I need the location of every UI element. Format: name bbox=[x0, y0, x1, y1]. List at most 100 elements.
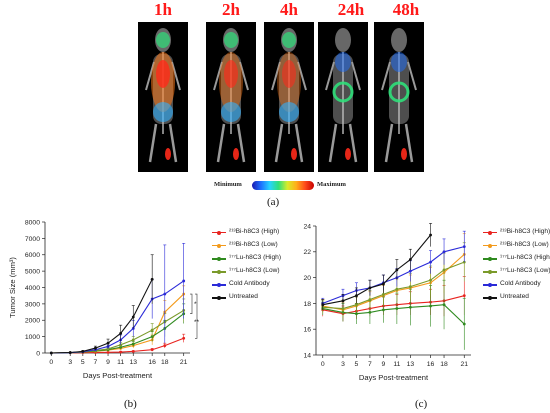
timepoint-label: 48h bbox=[392, 0, 420, 19]
spect-ct-scan bbox=[206, 22, 256, 172]
timepoint-label: 2h bbox=[222, 0, 240, 19]
data-point bbox=[429, 278, 432, 282]
y-tick-label: 2000 bbox=[25, 318, 40, 325]
y-tick-label: 22 bbox=[303, 249, 311, 256]
data-point bbox=[442, 303, 446, 307]
legend-label: ²¹³Bi-h8C3 (Low) bbox=[500, 241, 549, 249]
data-point bbox=[368, 298, 372, 301]
y-tick-label: 7000 bbox=[25, 236, 40, 243]
data-point bbox=[163, 344, 167, 348]
series-line bbox=[322, 261, 465, 310]
y-tick-label: 5000 bbox=[25, 269, 40, 276]
data-point bbox=[94, 346, 97, 350]
legend-label: ²¹³Bi-h8C3 (High) bbox=[500, 228, 550, 235]
data-point bbox=[355, 312, 358, 316]
y-tick-label: 20 bbox=[303, 275, 311, 282]
data-point bbox=[408, 285, 412, 289]
x-tick-label: 7 bbox=[94, 359, 98, 366]
x-tick-label: 18 bbox=[440, 361, 448, 368]
x-tick-label: 11 bbox=[117, 359, 124, 366]
data-point bbox=[442, 250, 446, 254]
timepoint-label: 1h bbox=[154, 0, 172, 19]
legend-label: ¹⁷⁷Lu-h8C3 (Low) bbox=[229, 267, 280, 275]
data-point bbox=[429, 260, 432, 264]
tumor-size-chart: 0 3 5 7 9 11 13 16 18 21 0 1000 2000 3000 4000 5000 6000… bbox=[8, 219, 200, 380]
legend-swatch bbox=[212, 230, 226, 236]
data-point bbox=[119, 343, 123, 347]
data-point bbox=[131, 349, 135, 353]
weight-chart: 0 3 5 7 9 11 13 16 18 21 14 16 18 20 22 24 Days Post-tre… bbox=[303, 223, 471, 382]
y-tick-label: 18 bbox=[303, 301, 311, 308]
x-axis-title: Days Post-treatment bbox=[359, 373, 429, 382]
data-point bbox=[395, 287, 399, 291]
data-point bbox=[119, 345, 123, 349]
data-point bbox=[150, 328, 154, 332]
y-tick-label: 1000 bbox=[25, 334, 40, 341]
x-tick-label: 3 bbox=[68, 359, 72, 366]
y-tick-label: 16 bbox=[303, 327, 311, 334]
spect-ct-scan bbox=[318, 22, 368, 172]
data-point bbox=[381, 282, 385, 286]
data-point bbox=[395, 268, 399, 272]
data-point bbox=[381, 308, 385, 312]
data-point bbox=[150, 277, 154, 281]
x-tick-label: 0 bbox=[49, 359, 53, 366]
significance-star: * bbox=[194, 301, 197, 308]
y-tick-label: 14 bbox=[303, 352, 311, 359]
timepoint-label: 4h bbox=[280, 0, 298, 19]
bracket-double-star bbox=[195, 293, 198, 339]
legend-swatch bbox=[212, 256, 226, 262]
x-tick-label: 16 bbox=[427, 361, 435, 368]
x-tick-label: 7 bbox=[368, 361, 372, 368]
data-point bbox=[429, 233, 432, 237]
data-point bbox=[408, 305, 412, 309]
legend-swatch bbox=[212, 269, 226, 275]
legend-label: Cold Antibody bbox=[500, 280, 541, 288]
series-line bbox=[51, 313, 185, 354]
data-point bbox=[462, 245, 466, 249]
legend-swatch bbox=[212, 282, 226, 288]
significance-double-star: ** bbox=[194, 319, 200, 326]
data-point bbox=[119, 331, 123, 335]
legend-swatch bbox=[483, 269, 497, 275]
x-tick-label: 21 bbox=[180, 359, 188, 366]
data-point bbox=[355, 303, 358, 307]
data-point bbox=[341, 299, 345, 303]
legend-label: ¹⁷⁷Lu-h8C3 (High) bbox=[229, 254, 282, 262]
legend-label: ¹⁷⁷Lu-h8C3 (Low) bbox=[500, 267, 550, 275]
data-point bbox=[321, 303, 325, 307]
x-tick-label: 9 bbox=[382, 361, 386, 368]
data-point bbox=[429, 304, 432, 308]
series-line bbox=[322, 234, 431, 306]
y-tick-label: 4000 bbox=[25, 285, 40, 292]
data-point bbox=[106, 341, 110, 345]
data-point bbox=[106, 347, 110, 351]
bracket-star bbox=[190, 293, 193, 314]
y-tick-label: 8000 bbox=[25, 219, 40, 226]
x-tick-label: 13 bbox=[407, 361, 415, 368]
x-axis-title: Days Post-treatment bbox=[83, 371, 153, 380]
series bbox=[49, 254, 154, 355]
data-point bbox=[131, 315, 135, 319]
data-point bbox=[442, 268, 446, 272]
y-tick-label: 24 bbox=[303, 223, 311, 230]
legend-swatch bbox=[483, 295, 497, 301]
data-point bbox=[408, 269, 412, 273]
colorbar-gradient bbox=[252, 181, 314, 190]
series-line bbox=[322, 246, 465, 304]
series-line bbox=[51, 293, 185, 354]
legend-label: ²¹³Bi-h8C3 (High) bbox=[229, 228, 280, 235]
data-point bbox=[49, 351, 53, 355]
legend-label: Cold Antibody bbox=[229, 280, 270, 288]
panel-label-b: (b) bbox=[124, 398, 137, 410]
spect-ct-scan bbox=[138, 22, 188, 172]
legend-label: Untreated bbox=[500, 293, 529, 301]
series bbox=[321, 223, 433, 310]
spect-ct-scan bbox=[264, 22, 314, 172]
series-line bbox=[51, 279, 153, 354]
x-tick-label: 9 bbox=[106, 359, 110, 366]
x-tick-label: 0 bbox=[321, 361, 325, 368]
x-tick-label: 16 bbox=[148, 359, 156, 366]
legend-swatch bbox=[483, 282, 497, 288]
data-point bbox=[150, 348, 154, 352]
